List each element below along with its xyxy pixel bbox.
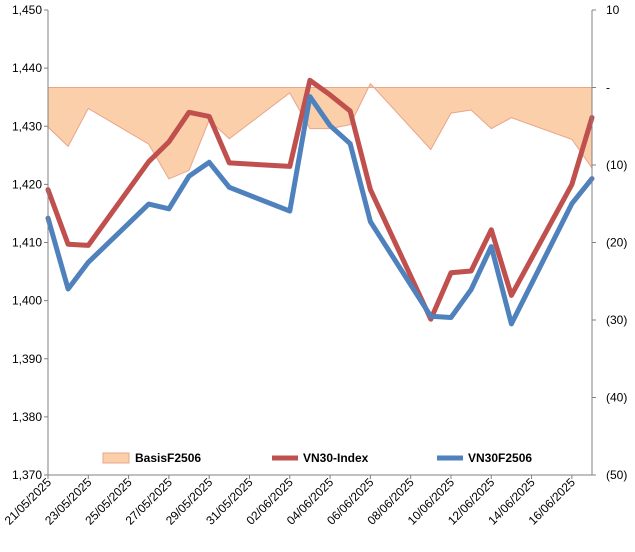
legend-label-vn30-index: VN30-Index [303, 451, 369, 465]
left-tick-label: 1,390 [12, 352, 42, 366]
left-tick-label: 1,400 [12, 294, 42, 308]
legend: BasisF2506 VN30-Index VN30F2506 [102, 451, 532, 465]
left-tick-label: 1,430 [12, 119, 42, 133]
left-tick-label: 1,370 [12, 468, 42, 482]
left-y-axis-ticks: 1,370 1,380 1,390 1,400 1,410 1,420 1,430 1,440… [12, 3, 48, 482]
legend-swatch-basis [102, 452, 130, 464]
basis-area-layer [47, 82, 593, 180]
lines-layer [45, 77, 595, 327]
vn30-index-line [45, 77, 595, 322]
legend-label-basis: BasisF2506 [135, 451, 201, 465]
right-tick-label: (10) [606, 158, 627, 172]
left-tick-label: 1,450 [12, 3, 42, 17]
right-y-axis-ticks: 10 - (10) (20) (30) (40) (50) [592, 3, 627, 482]
basis-area [47, 82, 593, 180]
axes-layer [47, 10, 593, 476]
legend-label-vn30f2506: VN30F2506 [468, 451, 532, 465]
right-tick-label: (50) [606, 468, 627, 482]
left-tick-label: 1,410 [12, 236, 42, 250]
right-tick-label: (20) [606, 236, 627, 250]
right-tick-label: 10 [606, 3, 620, 17]
vn30f2506-line [45, 94, 595, 327]
left-tick-label: 1,380 [12, 410, 42, 424]
x-axis-ticks: 21/05/202523/05/202525/05/202527/05/2025… [2, 475, 578, 528]
right-tick-label: - [606, 81, 610, 95]
right-tick-label: (40) [606, 391, 627, 405]
left-tick-label: 1,420 [12, 177, 42, 191]
left-tick-label: 1,440 [12, 61, 42, 75]
right-tick-label: (30) [606, 313, 627, 327]
